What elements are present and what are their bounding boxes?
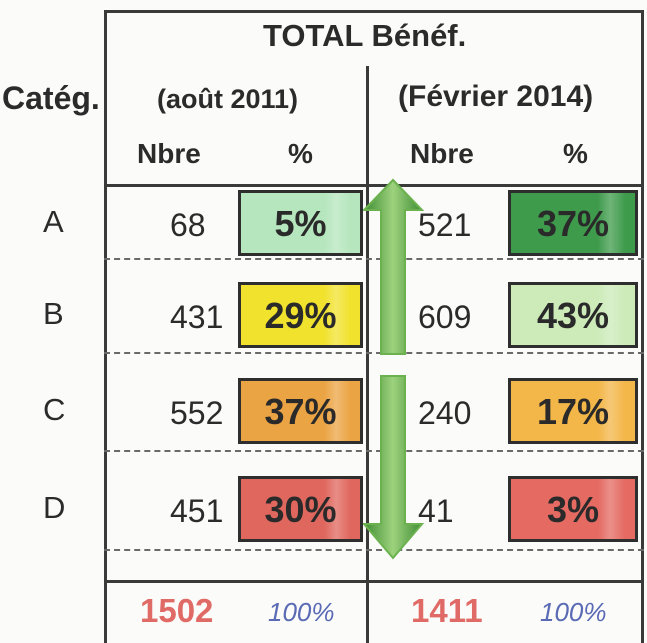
pct-cell: 37% xyxy=(238,378,363,444)
nbre-value: 552 xyxy=(170,395,224,431)
total-nbre: 1411 xyxy=(411,592,483,629)
table-title: TOTAL Bénéf. xyxy=(263,18,467,53)
pct-cell: 43% xyxy=(508,282,638,348)
col-nbre-2014: Nbre xyxy=(410,138,474,169)
pct-value: 43% xyxy=(536,295,610,336)
column-divider xyxy=(366,66,369,643)
pct-value: 3% xyxy=(546,489,600,530)
total-pct: 100% xyxy=(268,597,335,627)
pct-cell: 30% xyxy=(238,476,363,542)
up-arrow-icon xyxy=(361,178,425,355)
totals-rule xyxy=(104,580,644,583)
nbre-value: 609 xyxy=(418,299,472,335)
frame-top xyxy=(104,10,644,13)
pct-value: 37% xyxy=(264,391,337,432)
nbre-value: 41 xyxy=(418,493,454,529)
nbre-value: 431 xyxy=(170,299,224,335)
row-separator xyxy=(104,549,644,551)
down-arrow-icon xyxy=(361,375,425,560)
row-separator xyxy=(104,450,644,452)
period-label-2011: (août 2011) xyxy=(157,84,299,114)
pct-value: 5% xyxy=(274,203,327,244)
pct-value: 37% xyxy=(536,203,610,244)
pct-cell: 17% xyxy=(508,378,638,444)
row-separator xyxy=(104,352,644,354)
nbre-value: 68 xyxy=(170,207,206,243)
pct-cell: 37% xyxy=(508,190,638,256)
total-pct: 100% xyxy=(540,597,607,627)
row-separator xyxy=(104,258,644,260)
row-category: D xyxy=(43,490,66,525)
pct-value: 17% xyxy=(536,391,610,432)
col-pct-2014: % xyxy=(563,138,588,169)
pct-cell: 29% xyxy=(238,282,363,348)
row-category: C xyxy=(43,392,66,427)
nbre-value: 240 xyxy=(418,395,472,431)
period-label-2014: (Février 2014) xyxy=(398,80,594,113)
header-rule xyxy=(104,184,644,187)
col-pct-2011: % xyxy=(288,138,313,169)
pct-value: 29% xyxy=(264,295,337,336)
col-nbre-2011: Nbre xyxy=(137,138,201,169)
pct-cell: 5% xyxy=(238,190,363,256)
row-category: A xyxy=(43,204,64,239)
pct-cell: 3% xyxy=(508,476,638,542)
total-nbre: 1502 xyxy=(140,592,214,629)
pct-value: 30% xyxy=(264,489,337,530)
frame-right xyxy=(641,10,644,643)
nbre-value: 521 xyxy=(418,207,472,243)
row-category: B xyxy=(43,296,64,331)
nbre-value: 451 xyxy=(170,493,224,529)
frame-left xyxy=(104,10,107,643)
category-header: Catég. xyxy=(2,80,100,116)
